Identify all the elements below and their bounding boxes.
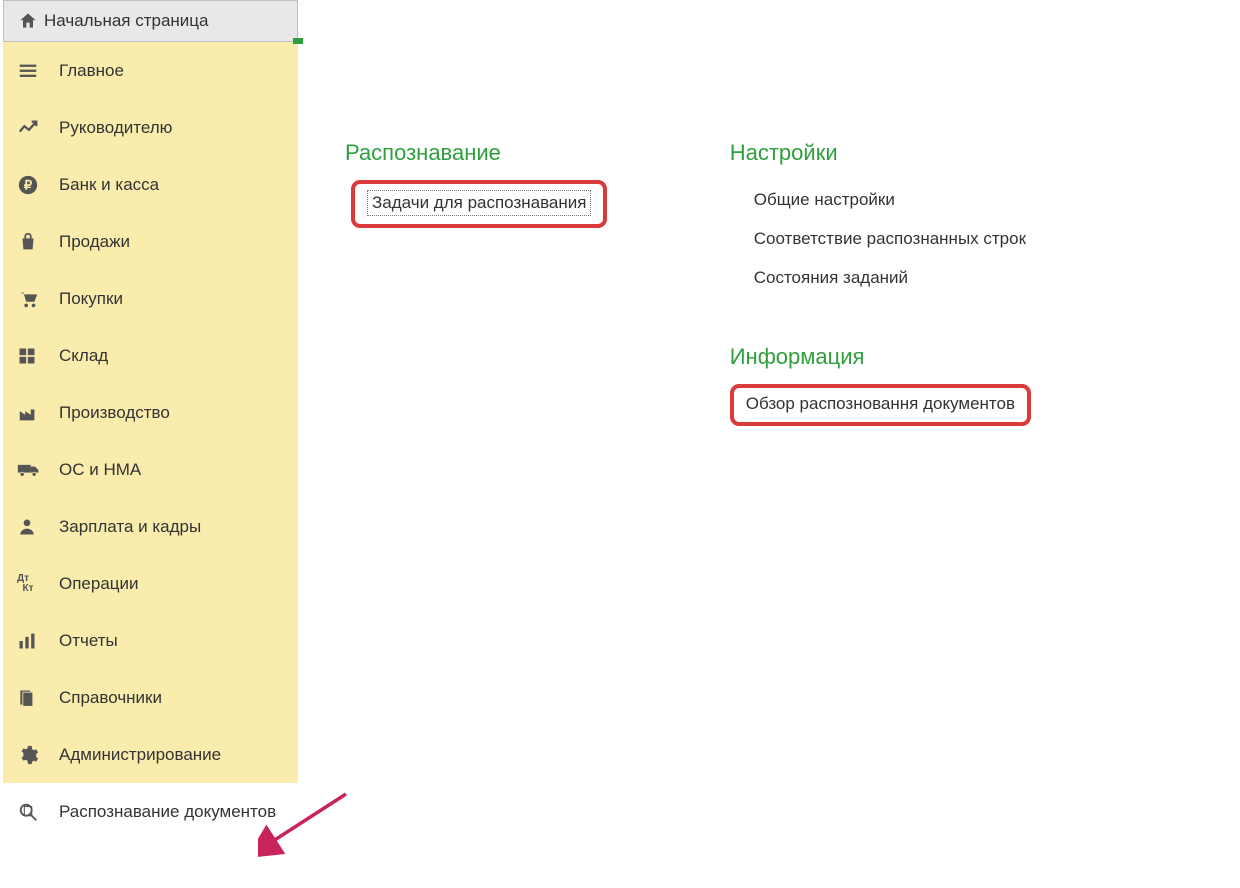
nav-item-label: Руководителю xyxy=(59,117,172,138)
nav-item-label: Распознавание документов xyxy=(59,801,276,822)
nav-item-production[interactable]: Производство xyxy=(3,384,298,441)
sidebar: Начальная страница Главное Руководителю … xyxy=(3,0,298,840)
highlight-box-overview: Обзор распозновання документов xyxy=(730,384,1031,426)
home-tab[interactable]: Начальная страница xyxy=(3,0,298,42)
bars-icon xyxy=(17,631,59,651)
link-label: Соответствие распознанных строк xyxy=(754,229,1026,248)
nav-item-label: Главное xyxy=(59,60,124,81)
nav-item-sales[interactable]: Продажи xyxy=(3,213,298,270)
cart-icon xyxy=(17,288,59,310)
bag-icon xyxy=(17,231,59,253)
person-icon xyxy=(17,516,59,538)
link-label: Задачи для распознавания xyxy=(372,193,586,212)
nav-item-label: Банк и касса xyxy=(59,174,159,195)
nav-item-hr[interactable]: Зарплата и кадры xyxy=(3,498,298,555)
link-recognition-overview[interactable]: Обзор распозновання документов xyxy=(746,394,1015,413)
nav-item-label: Продажи xyxy=(59,231,130,252)
nav-item-label: ОС и НМА xyxy=(59,459,141,480)
nav-item-warehouse[interactable]: Склад xyxy=(3,327,298,384)
factory-icon xyxy=(17,402,59,424)
home-tab-label: Начальная страница xyxy=(44,11,209,31)
link-job-states[interactable]: Состояния заданий xyxy=(730,258,1170,297)
nav-item-directories[interactable]: Справочники xyxy=(3,669,298,726)
section-title-information: Информация xyxy=(730,344,1170,370)
link-label: Общие настройки xyxy=(754,190,895,209)
nav-item-label: Склад xyxy=(59,345,108,366)
link-general-settings[interactable]: Общие настройки xyxy=(730,180,1170,219)
section-title-settings: Настройки xyxy=(730,140,1170,166)
nav-item-assets[interactable]: ОС и НМА xyxy=(3,441,298,498)
books-icon xyxy=(17,687,59,709)
gear-icon xyxy=(17,744,59,766)
active-indicator xyxy=(293,38,303,44)
home-icon xyxy=(18,11,44,31)
nav-item-recognition[interactable]: Распознавание документов xyxy=(3,783,298,840)
nav-item-main[interactable]: Главное xyxy=(3,42,298,99)
svg-text:₽: ₽ xyxy=(24,177,33,192)
trend-icon xyxy=(17,117,59,139)
section-settings: Настройки Общие настройки Соответствие р… xyxy=(730,140,1170,298)
nav-item-label: Зарплата и кадры xyxy=(59,516,201,537)
truck-icon xyxy=(17,460,59,480)
nav-item-label: Производство xyxy=(59,402,170,423)
nav-item-admin[interactable]: Администрирование xyxy=(3,726,298,783)
magnify-doc-icon xyxy=(17,801,59,823)
nav-item-label: Отчеты xyxy=(59,630,118,651)
highlight-box-tasks: Задачи для распознавания xyxy=(351,180,607,228)
link-label: Состояния заданий xyxy=(754,268,908,287)
nav-item-label: Операции xyxy=(59,573,139,594)
menu-icon xyxy=(17,60,59,82)
nav-item-purchases[interactable]: Покупки xyxy=(3,270,298,327)
nav-item-operations[interactable]: Дт Кт Операции xyxy=(3,555,298,612)
link-label: Обзор распозновання документов xyxy=(746,394,1015,413)
nav-item-reports[interactable]: Отчеты xyxy=(3,612,298,669)
section-information: Информация Обзор распозновання документо… xyxy=(730,344,1170,426)
nav-item-label: Администрирование xyxy=(59,744,221,765)
right-column: Настройки Общие настройки Соответствие р… xyxy=(730,140,1170,426)
grid-icon xyxy=(17,346,59,366)
nav-item-manager[interactable]: Руководителю xyxy=(3,99,298,156)
nav-item-bank[interactable]: ₽ Банк и касса xyxy=(3,156,298,213)
nav-list: Главное Руководителю ₽ Банк и касса Прод… xyxy=(3,42,298,783)
ruble-icon: ₽ xyxy=(17,174,59,196)
link-recognition-tasks[interactable]: Задачи для распознавания xyxy=(367,190,591,216)
nav-item-label: Покупки xyxy=(59,288,123,309)
dtkt-icon: Дт Кт xyxy=(17,574,59,594)
nav-item-label: Справочники xyxy=(59,687,162,708)
section-title-recognition: Распознавание xyxy=(345,140,715,166)
main-content: Распознавание Задачи для распознавания Н… xyxy=(345,140,1230,426)
section-recognition: Распознавание Задачи для распознавания xyxy=(345,140,715,228)
link-row-mapping[interactable]: Соответствие распознанных строк xyxy=(730,219,1170,258)
